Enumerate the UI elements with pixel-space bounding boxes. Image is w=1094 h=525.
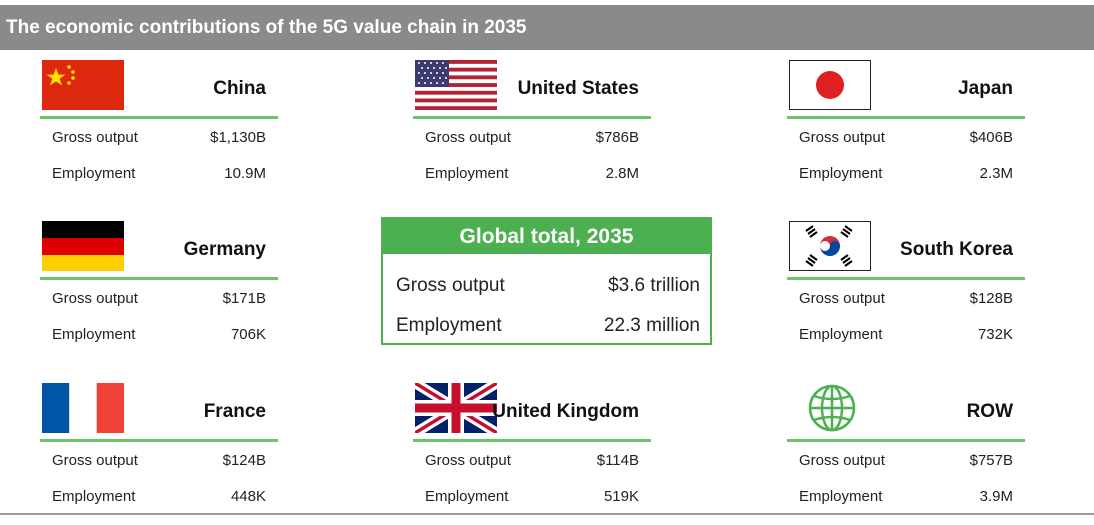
global-total-heading: Global total, 2035 (383, 219, 710, 254)
country-card-row: ROW Gross output $757B Employment 3.9M (787, 375, 1025, 525)
gross-output-label: Gross output (425, 452, 511, 469)
country-card-united-kingdom: United Kingdom Gross output $114B Employ… (413, 375, 651, 525)
gross-output-value: $171B (222, 290, 266, 307)
employment-value: 10.9M (224, 165, 266, 182)
employment-value: 22.3 million (603, 315, 700, 336)
employment-value: 448K (230, 488, 266, 505)
employment-label: Employment (799, 326, 883, 343)
gross-output-label: Gross output (799, 290, 885, 307)
gross-output-label: Gross output (799, 452, 885, 469)
employment-value: 2.3M (979, 165, 1013, 182)
country-name: ROW (966, 401, 1013, 422)
south-korea-flag-icon (789, 221, 871, 271)
employment-value: 519K (603, 488, 639, 505)
divider (787, 116, 1025, 119)
employment-label: Employment (52, 326, 136, 343)
employment-label: Employment (425, 165, 509, 182)
country-card-france: France Gross output $124B Employment 448… (40, 375, 278, 525)
country-card-germany: Germany Gross output $171B Employment 70… (40, 213, 278, 363)
gross-output-value: $757B (969, 452, 1013, 469)
us-flag-icon (415, 60, 497, 110)
employment-value: 732K (977, 326, 1013, 343)
country-name: Japan (958, 78, 1013, 99)
gross-output-value: $406B (969, 129, 1013, 146)
employment-label: Employment (52, 488, 136, 505)
gross-output-label: Gross output (396, 275, 505, 296)
employment-value: 706K (230, 326, 266, 343)
country-card-united-states: United States Gross output $786B Employm… (413, 52, 651, 202)
global-total-box: Global total, 2035 Gross output $3.6 tri… (381, 217, 712, 345)
country-name: United Kingdom (492, 401, 639, 422)
gross-output-label: Gross output (425, 129, 511, 146)
globe-icon (789, 383, 871, 433)
employment-value: 3.9M (979, 488, 1013, 505)
gross-output-label: Gross output (52, 290, 138, 307)
gross-output-value: $1,130B (210, 129, 266, 146)
japan-flag-icon (789, 60, 871, 110)
divider (40, 439, 278, 442)
country-name: France (203, 401, 266, 422)
uk-flag-icon (415, 383, 497, 433)
employment-label: Employment (799, 488, 883, 505)
divider (413, 116, 651, 119)
divider (40, 277, 278, 280)
country-card-south-korea: South Korea Gross output $128B Employmen… (787, 213, 1025, 363)
employment-label: Employment (52, 165, 136, 182)
employment-value: 2.8M (605, 165, 639, 182)
divider (413, 439, 651, 442)
gross-output-value: $124B (222, 452, 266, 469)
gross-output-value: $128B (969, 290, 1013, 307)
gross-output-label: Gross output (52, 129, 138, 146)
country-name: China (213, 78, 266, 99)
bottom-divider (0, 513, 1094, 515)
employment-label: Employment (396, 315, 502, 336)
divider (787, 277, 1025, 280)
gross-output-label: Gross output (799, 129, 885, 146)
country-name: South Korea (900, 239, 1013, 260)
china-flag-icon (42, 60, 124, 110)
country-card-china: China Gross output $1,130B Employment 10… (40, 52, 278, 202)
france-flag-icon (42, 383, 124, 433)
employment-label: Employment (799, 165, 883, 182)
country-name: United States (517, 78, 639, 99)
divider (40, 116, 278, 119)
gross-output-value: $114B (596, 452, 639, 469)
divider (787, 439, 1025, 442)
gross-output-value: $786B (595, 129, 639, 146)
gross-output-label: Gross output (52, 452, 138, 469)
page-title: The economic contributions of the 5G val… (0, 5, 1094, 50)
country-name: Germany (183, 239, 266, 260)
gross-output-value: $3.6 trillion (608, 275, 700, 296)
germany-flag-icon (42, 221, 124, 271)
employment-label: Employment (425, 488, 509, 505)
country-card-japan: Japan Gross output $406B Employment 2.3M (787, 52, 1025, 202)
